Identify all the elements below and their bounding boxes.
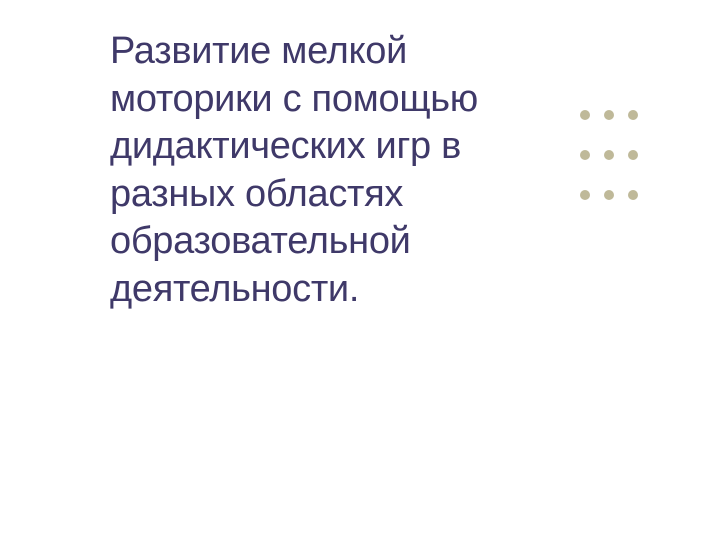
bullet-row xyxy=(580,190,638,200)
bullet-dot xyxy=(628,150,638,160)
slide-content: Развитие мелкой моторики с помощью дидак… xyxy=(110,28,530,313)
bullet-row xyxy=(580,150,638,160)
slide-title: Развитие мелкой моторики с помощью дидак… xyxy=(110,28,530,313)
bullet-dot xyxy=(628,190,638,200)
bullet-dot xyxy=(580,190,590,200)
bullet-dot xyxy=(604,110,614,120)
bullet-row xyxy=(580,110,638,120)
bullet-dot xyxy=(604,150,614,160)
bullet-dot xyxy=(604,190,614,200)
bullet-decoration xyxy=(580,110,638,230)
bullet-dot xyxy=(580,150,590,160)
bullet-dot xyxy=(628,110,638,120)
bullet-dot xyxy=(580,110,590,120)
